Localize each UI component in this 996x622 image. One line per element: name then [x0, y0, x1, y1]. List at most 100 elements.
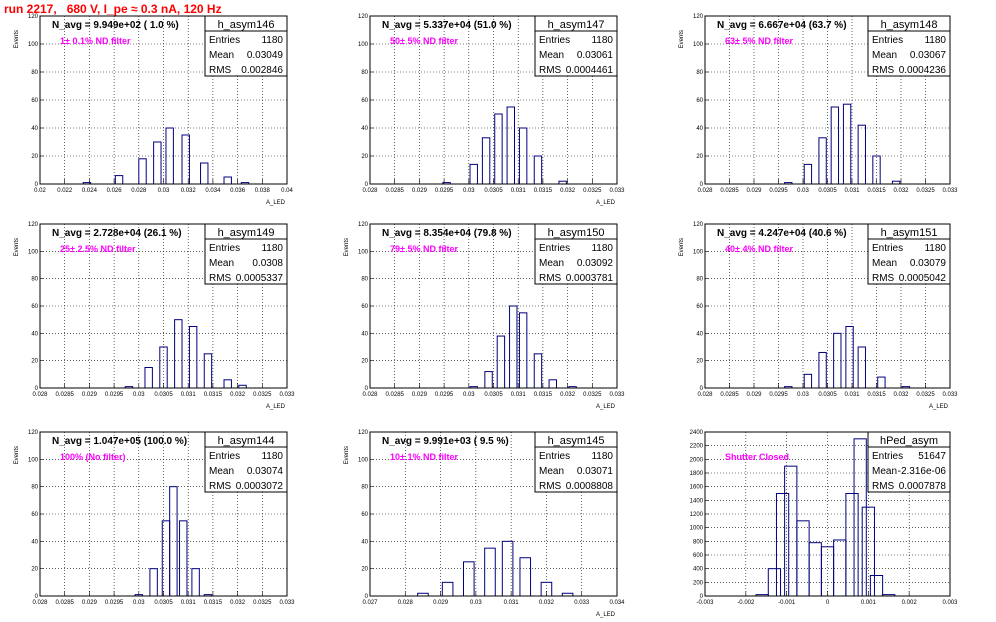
histogram-name: h_asym148 — [881, 19, 938, 31]
x-tick-label: -0.003 — [696, 600, 714, 606]
y-tick-label: 0 — [365, 182, 369, 188]
y-tick-label: 60 — [696, 304, 703, 310]
plot-frame — [704, 15, 951, 185]
x-tick-label: 0.002 — [902, 600, 918, 606]
y-axis-title: Events — [344, 446, 350, 464]
stat-key: Entries — [209, 451, 240, 462]
x-tick-label: 0.032 — [181, 188, 197, 194]
y-tick-label: 0 — [365, 386, 369, 392]
x-tick-label: 0.03 — [463, 392, 475, 398]
x-tick-label: 0.028 — [362, 188, 378, 194]
x-tick-label: 0.0325 — [253, 600, 272, 606]
x-tick-label: 0.034 — [205, 188, 221, 194]
x-tick-label: 0.0295 — [769, 392, 788, 398]
histogram-bin — [144, 367, 153, 389]
x-tick-label: 0.032 — [560, 392, 576, 398]
x-tick-label: -0.001 — [778, 600, 796, 606]
x-tick-label: 0.0305 — [484, 392, 503, 398]
y-tick-label: 60 — [31, 98, 38, 104]
histogram-bin — [808, 542, 822, 597]
stat-key: RMS — [872, 273, 895, 284]
histogram-bin — [857, 124, 866, 185]
y-tick-label: 40 — [31, 539, 38, 545]
stat-value: 1180 — [591, 451, 613, 462]
navg-label: N_avg = 1.047e+05 (100.0 %) — [52, 436, 187, 447]
y-tick-label: 120 — [693, 14, 704, 20]
plot-frame — [369, 15, 618, 185]
x-tick-label: 0.031 — [511, 392, 527, 398]
histogram-bin — [869, 575, 884, 597]
y-tick-label: 40 — [696, 331, 703, 337]
x-tick-label: 0.03 — [797, 392, 809, 398]
histogram-bin — [484, 371, 493, 389]
x-tick-label: 0.0305 — [818, 392, 837, 398]
x-tick-label: 0.029 — [433, 600, 449, 606]
filter-label: 63± 5% ND filter — [725, 36, 793, 46]
filter-label: 100% (No filter) — [60, 452, 126, 462]
x-tick-label: 0.033 — [279, 600, 295, 606]
x-axis-title: A_LED — [596, 200, 616, 206]
y-tick-label: 40 — [31, 331, 38, 337]
stat-key: Entries — [872, 243, 903, 254]
stat-key: Entries — [872, 451, 903, 462]
plot-frame — [369, 431, 618, 597]
histogram-bin — [548, 379, 557, 389]
stat-key: RMS — [539, 273, 562, 284]
stat-value: 1180 — [924, 243, 946, 254]
x-tick-label: 0.027 — [362, 600, 378, 606]
x-tick-label: 0.033 — [609, 188, 625, 194]
x-axis-title: A_LED — [596, 612, 616, 618]
x-tick-label: 0.0315 — [867, 392, 886, 398]
navg-label: N_avg = 8.354e+04 (79.8 %) — [382, 228, 512, 239]
y-tick-label: 60 — [361, 98, 368, 104]
y-tick-label: 1600 — [690, 485, 704, 491]
histogram-name: h_asym144 — [218, 435, 275, 447]
stat-key: Mean — [539, 50, 564, 61]
x-tick-label: -0.002 — [737, 600, 755, 606]
histogram-bin — [114, 175, 124, 185]
y-tick-label: 100 — [358, 42, 369, 48]
histogram-bin — [853, 438, 867, 597]
histogram-bin — [463, 561, 475, 597]
x-tick-label: 0.0315 — [534, 392, 553, 398]
histogram-bin — [188, 326, 198, 389]
navg-label: N_avg = 9.949e+02 ( 1.0 %) — [52, 20, 179, 31]
y-tick-label: 2000 — [690, 457, 704, 463]
histogram-bin — [775, 493, 790, 597]
x-tick-label: 0.0325 — [583, 188, 602, 194]
x-tick-label: 0.032 — [230, 600, 246, 606]
y-tick-label: 60 — [31, 512, 38, 518]
stat-value: 1180 — [261, 243, 283, 254]
panel-h_asym148: 0 20 40 60 80 100 120 0.028 0.0285 0.029 0.0295 0.0… — [679, 14, 958, 194]
y-tick-label: 600 — [693, 553, 704, 559]
x-tick-label: 0.0295 — [105, 392, 124, 398]
stat-value: 1180 — [591, 243, 613, 254]
y-tick-label: 1800 — [690, 471, 704, 477]
x-tick-label: 0.029 — [746, 188, 762, 194]
navg-label: N_avg = 9.991e+03 ( 9.5 %) — [382, 436, 509, 447]
histogram-bin — [138, 158, 147, 185]
stat-value: 1180 — [261, 35, 283, 46]
histogram-bin — [481, 137, 491, 185]
y-tick-label: 100 — [693, 42, 704, 48]
y-tick-label: 20 — [361, 359, 368, 365]
histogram-bin — [519, 557, 532, 597]
panel-h_asym150: 0 20 40 60 80 100 120 0.028 0.0285 0.029 0.0295 0.0… — [344, 222, 625, 410]
x-tick-label: 0.028 — [32, 600, 48, 606]
x-tick-label: 0.029 — [412, 188, 428, 194]
y-tick-label: 2200 — [690, 444, 704, 450]
x-tick-label: 0.032 — [230, 392, 246, 398]
y-tick-label: 80 — [696, 70, 703, 76]
histogram-bin — [845, 493, 859, 597]
x-tick-label: 0.0285 — [56, 600, 75, 606]
y-tick-label: 20 — [31, 154, 38, 160]
histogram-bin — [469, 163, 478, 185]
stat-value: 0.0007878 — [899, 481, 947, 492]
stat-value: 0.0308 — [252, 258, 283, 269]
x-axis-title: A_LED — [266, 200, 286, 206]
panel-hPed_asym: 0 200 400 600 800 1000 1200 1400 1600 1800 2000 220… — [690, 430, 959, 606]
y-tick-label: 0 — [35, 594, 39, 600]
y-tick-label: 60 — [361, 304, 368, 310]
x-tick-label: 0.033 — [942, 392, 958, 398]
navg-label: N_avg = 5.337e+04 (51.0 %) — [382, 20, 512, 31]
